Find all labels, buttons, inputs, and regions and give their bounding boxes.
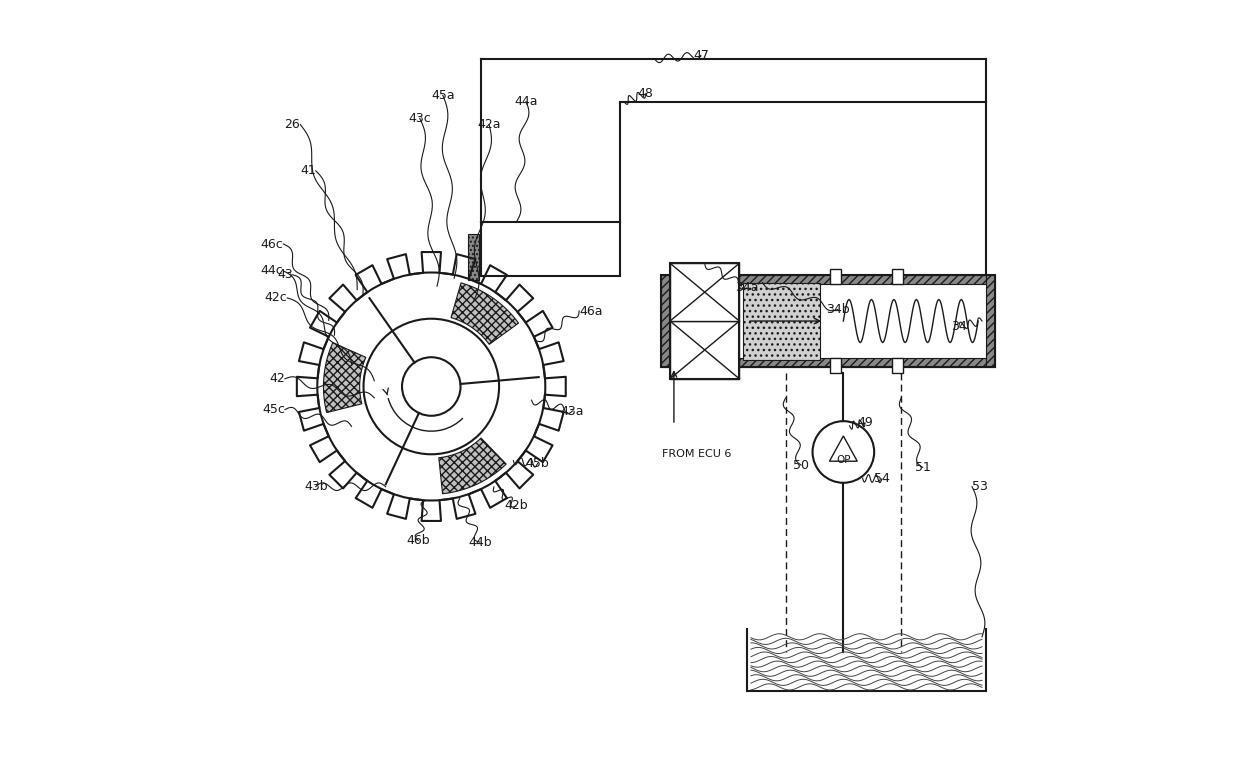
Text: 51: 51 (915, 461, 931, 474)
Polygon shape (324, 342, 366, 413)
Text: 26: 26 (285, 118, 300, 131)
Bar (670, 264, 739, 379)
Text: 42: 42 (269, 373, 285, 385)
Text: 42a: 42a (477, 118, 501, 131)
Text: 34b: 34b (826, 303, 849, 316)
Text: 43c: 43c (408, 112, 432, 125)
Bar (892, 269, 903, 284)
Polygon shape (439, 438, 506, 494)
Bar (661, 275, 670, 367)
Text: 54: 54 (874, 472, 890, 485)
Text: 44a: 44a (515, 95, 538, 108)
Text: 46a: 46a (579, 305, 603, 318)
Bar (743, 282, 820, 359)
Text: 43a: 43a (560, 404, 584, 417)
Text: 42b: 42b (505, 499, 528, 512)
Text: 41: 41 (300, 165, 316, 177)
Bar (670, 264, 739, 321)
Bar (467, 234, 480, 280)
Text: 43: 43 (277, 268, 293, 281)
Text: 34a: 34a (735, 281, 759, 295)
Text: 46b: 46b (407, 534, 430, 547)
Bar (831, 269, 841, 284)
Bar (670, 358, 986, 367)
Text: 49: 49 (857, 416, 873, 429)
Text: 42c: 42c (264, 291, 288, 305)
Text: 45b: 45b (526, 457, 549, 470)
Bar (831, 358, 841, 373)
Text: 44b: 44b (467, 536, 491, 549)
Text: 50: 50 (794, 458, 808, 472)
Bar (670, 321, 739, 379)
Text: 53: 53 (972, 480, 988, 493)
Text: FROM ECU 6: FROM ECU 6 (662, 448, 732, 458)
Text: 43b: 43b (304, 480, 327, 493)
Text: 48: 48 (637, 87, 653, 100)
Bar (986, 275, 994, 367)
Text: 47: 47 (693, 49, 709, 62)
Text: 34: 34 (951, 320, 967, 333)
Text: 44c: 44c (260, 264, 284, 278)
Bar (892, 358, 903, 373)
Text: 45a: 45a (432, 89, 455, 102)
Bar (670, 275, 986, 284)
Text: OP: OP (836, 455, 851, 465)
Bar (661, 275, 994, 367)
Text: 46c: 46c (260, 237, 284, 250)
Text: 45c: 45c (262, 403, 285, 416)
Polygon shape (451, 283, 518, 345)
